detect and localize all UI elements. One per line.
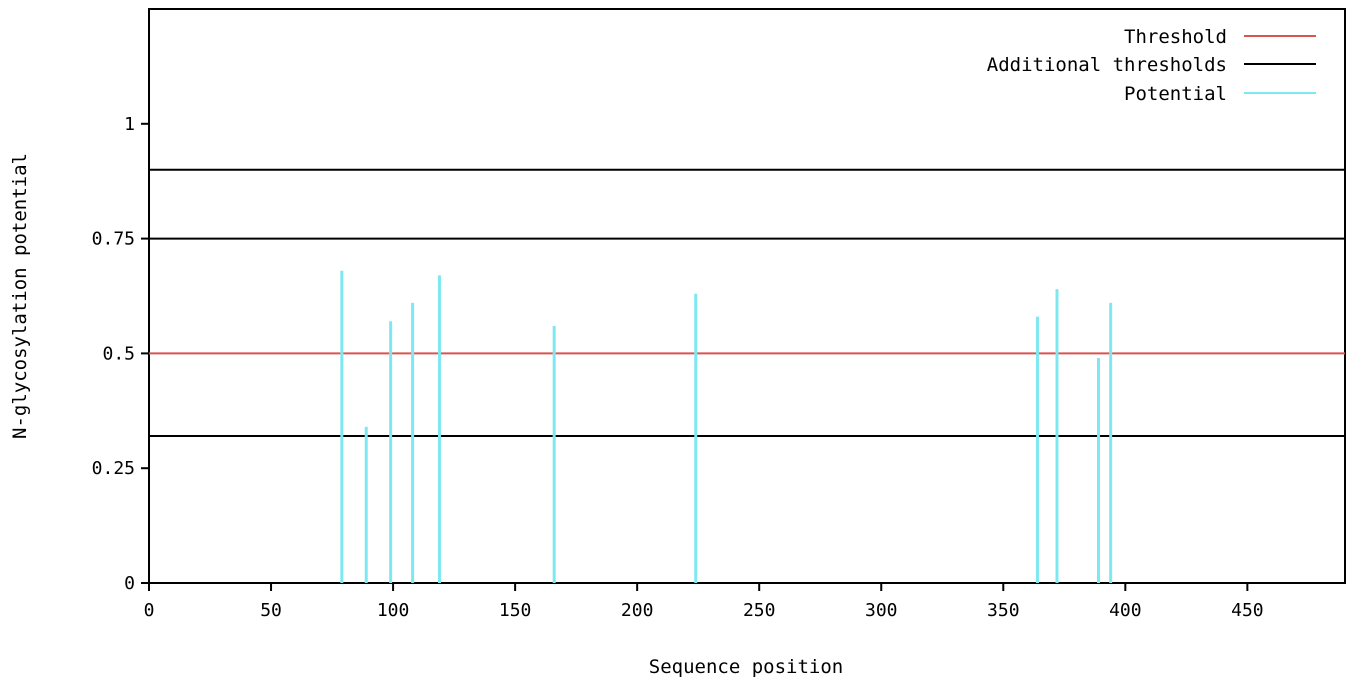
plot-frame [148, 8, 1346, 584]
x-tick-label-150: 150 [499, 600, 532, 621]
x-tick-label-200: 200 [621, 600, 654, 621]
y-tick-label-4: 1 [124, 114, 135, 135]
y-tick-label-2: 0.5 [102, 343, 135, 364]
legend-label-additional: Additional thresholds [987, 54, 1227, 76]
y-tick-label-3: 0.75 [92, 229, 135, 250]
x-tick-label-50: 50 [260, 600, 282, 621]
x-tick-label-100: 100 [377, 600, 410, 621]
plot-area: 0 50 100 150 200 250 300 350 400 450 0 0.25 0.5 0.75 1 [92, 8, 1346, 621]
x-tick-label-350: 350 [987, 600, 1020, 621]
x-tick-label-0: 0 [144, 600, 155, 621]
x-axis-title: Sequence position [649, 656, 843, 678]
chart-marks [340, 270, 1113, 583]
y-axis-title: N-glycosylation potential [9, 153, 31, 439]
x-tick-label-450: 450 [1231, 600, 1264, 621]
y-tick-label-0: 0 [124, 573, 135, 594]
legend-label-potential: Potential [1124, 83, 1227, 105]
x-tick-label-400: 400 [1109, 600, 1142, 621]
legend-label-threshold: Threshold [1124, 26, 1227, 48]
legend: Threshold Additional thresholds Potential [987, 26, 1316, 105]
x-tick-label-250: 250 [743, 600, 776, 621]
y-tick-label-1: 0.25 [92, 458, 135, 479]
x-tick-label-300: 300 [865, 600, 898, 621]
